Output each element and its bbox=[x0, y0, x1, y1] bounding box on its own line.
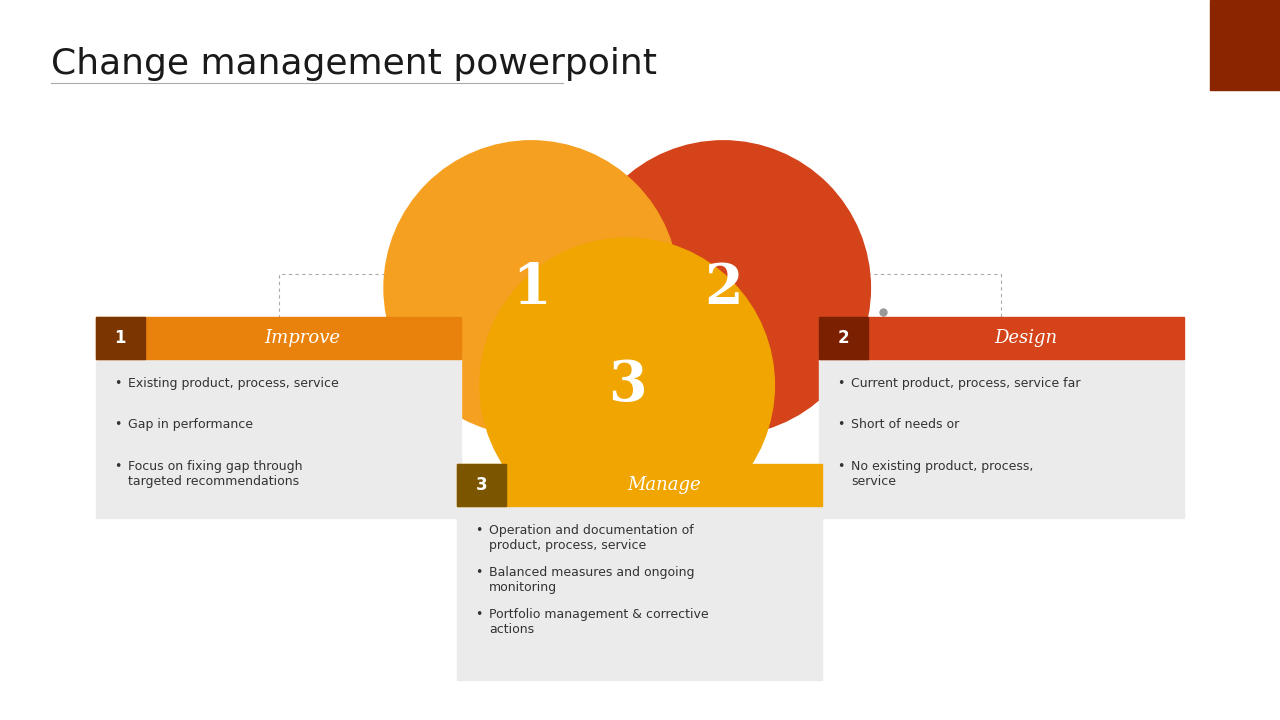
Text: Operation and documentation of
product, process, service: Operation and documentation of product, … bbox=[489, 524, 694, 552]
Circle shape bbox=[576, 141, 870, 435]
Text: 2: 2 bbox=[837, 328, 850, 346]
Bar bbox=[819, 317, 868, 359]
Bar bbox=[1210, 0, 1280, 90]
Bar bbox=[819, 359, 1184, 518]
Text: Focus on fixing gap through
targeted recommendations: Focus on fixing gap through targeted rec… bbox=[128, 460, 302, 488]
Text: Current product, process, service far: Current product, process, service far bbox=[851, 377, 1080, 390]
Bar bbox=[96, 359, 461, 518]
Bar bbox=[96, 317, 461, 359]
Text: Existing product, process, service: Existing product, process, service bbox=[128, 377, 339, 390]
Text: 3: 3 bbox=[475, 477, 488, 494]
Bar bbox=[96, 317, 145, 359]
Text: •: • bbox=[114, 418, 122, 431]
Bar bbox=[457, 464, 506, 506]
Text: •: • bbox=[475, 524, 483, 537]
Text: 3: 3 bbox=[608, 358, 646, 413]
Text: Manage: Manage bbox=[627, 477, 700, 494]
Text: •: • bbox=[837, 418, 845, 431]
Bar bbox=[457, 506, 822, 680]
Text: 1: 1 bbox=[512, 261, 550, 315]
Text: •: • bbox=[837, 377, 845, 390]
Circle shape bbox=[384, 141, 678, 435]
Text: •: • bbox=[837, 460, 845, 473]
Text: 2: 2 bbox=[704, 261, 742, 315]
Text: Short of needs or: Short of needs or bbox=[851, 418, 960, 431]
Text: 1: 1 bbox=[115, 328, 125, 346]
Text: Gap in performance: Gap in performance bbox=[128, 418, 253, 431]
Circle shape bbox=[480, 238, 774, 532]
Text: Design: Design bbox=[995, 328, 1057, 346]
Text: •: • bbox=[475, 608, 483, 621]
Bar bbox=[457, 464, 822, 506]
Text: Balanced measures and ongoing
monitoring: Balanced measures and ongoing monitoring bbox=[489, 566, 695, 594]
Text: No existing product, process,
service: No existing product, process, service bbox=[851, 460, 1033, 488]
Text: •: • bbox=[114, 460, 122, 473]
Text: •: • bbox=[475, 566, 483, 579]
Text: Improve: Improve bbox=[265, 328, 340, 346]
Bar bbox=[819, 317, 1184, 359]
Text: Change management powerpoint: Change management powerpoint bbox=[51, 47, 657, 81]
Bar bbox=[279, 274, 529, 400]
Text: •: • bbox=[114, 377, 122, 390]
Text: Portfolio management & corrective
actions: Portfolio management & corrective action… bbox=[489, 608, 709, 636]
Bar bbox=[751, 274, 1001, 400]
